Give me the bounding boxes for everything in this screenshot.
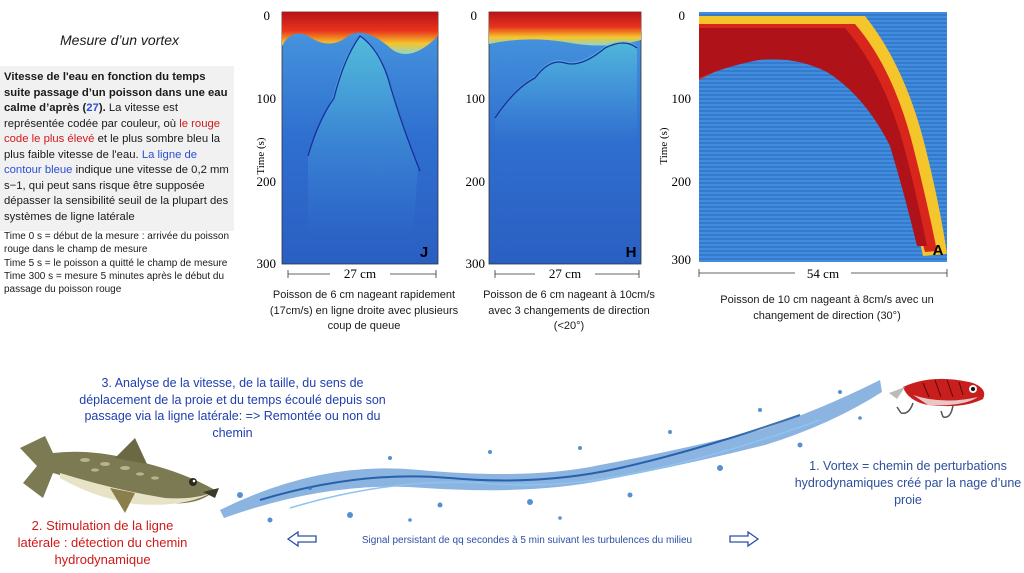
y-tick-300: 300 bbox=[672, 252, 692, 267]
analysis-text: 3. Analyse de la vitesse, de la taille, … bbox=[79, 376, 386, 440]
y-axis-label: Time (s) bbox=[658, 127, 670, 165]
heatmap-panel-j: Time (s) 0 100 200 300 J 27 cm bbox=[255, 8, 439, 281]
wake-zone bbox=[495, 41, 637, 146]
time-notes: Time 0 s = début de la mesure : arrivée … bbox=[4, 230, 236, 296]
y-tick-100: 100 bbox=[672, 91, 692, 106]
caption-panel-h: Poisson de 6 cm nageant à 10cm/s avec 3 … bbox=[483, 289, 655, 332]
explanation-red: le rouge code le plus élevé bbox=[4, 117, 221, 146]
y-tick-200: 200 bbox=[672, 174, 692, 189]
right-arrow-icon bbox=[729, 530, 760, 548]
y-tick-200: 200 bbox=[466, 174, 486, 189]
signal-text: Signal persistant de qq secondes à 5 min… bbox=[361, 535, 693, 546]
pike-fish-image bbox=[20, 436, 219, 513]
note-time-300: Time 300 s = mesure 5 minutes après le d… bbox=[4, 270, 225, 296]
explanation-text-3: indique une vitesse de 0,2 mm s−1, qui p… bbox=[4, 164, 229, 223]
water-trail-illustration bbox=[220, 380, 882, 523]
stimulation-text: 2. Stimulation de la ligne latérale : dé… bbox=[17, 518, 188, 567]
explanation-block: Vitesse de l'eau en fonction du temps su… bbox=[0, 66, 234, 231]
heatmap-panel-a: Time (s) 0 100 200 300 A 54 cm bbox=[658, 8, 948, 281]
red-lure-image bbox=[889, 378, 985, 418]
explanation-lead: Vitesse de l'eau en fonction du temps su… bbox=[4, 71, 228, 114]
reference-link[interactable]: 27 bbox=[86, 102, 99, 114]
explanation-text-1: La vitesse est représentée codée par cou… bbox=[4, 102, 180, 130]
heatmap-panel-h: 0 100 200 300 H 27 cm bbox=[466, 8, 642, 281]
y-tick-300: 300 bbox=[466, 256, 486, 271]
y-axis-label: Time (s) bbox=[255, 137, 267, 175]
note-time-0: Time 0 s = début de la mesure : arrivée … bbox=[4, 231, 230, 256]
x-axis-label: 54 cm bbox=[807, 266, 839, 281]
contour-line bbox=[307, 35, 421, 172]
high-velocity-zone bbox=[489, 12, 641, 46]
caption-panel-j: Poisson de 6 cm nageant rapidement (17cm… bbox=[269, 289, 459, 332]
explanation-lead-close: ). bbox=[98, 102, 106, 114]
panel-letter: H bbox=[626, 244, 637, 261]
contour-line bbox=[494, 42, 638, 119]
note-time-5: Time 5 s = le poisson a quitté le champ … bbox=[4, 257, 228, 269]
peak-velocity-zone bbox=[699, 28, 927, 246]
y-tick-0: 0 bbox=[471, 8, 478, 23]
x-axis-label: 27 cm bbox=[549, 266, 581, 281]
y-tick-100: 100 bbox=[257, 91, 277, 106]
y-tick-100: 100 bbox=[466, 91, 486, 106]
x-axis-label: 27 cm bbox=[344, 266, 376, 281]
high-velocity-zone bbox=[282, 12, 438, 54]
vortex-text: 1. Vortex = chemin de perturbations hydr… bbox=[794, 459, 1022, 507]
section-title: Mesure d’un vortex bbox=[60, 32, 180, 48]
caption-panel-a: Poisson de 10 cm nageant à 8cm/s avec un… bbox=[720, 294, 934, 322]
y-tick-200: 200 bbox=[257, 174, 277, 189]
explanation-text-2: et le plus sombre bleu la plus faible vi… bbox=[4, 133, 221, 161]
explanation-blue: La ligne de contour bleue bbox=[4, 148, 198, 177]
y-tick-0: 0 bbox=[679, 8, 686, 23]
left-arrow-icon bbox=[286, 530, 317, 548]
panel-letter: A bbox=[933, 242, 944, 259]
panel-letter: J bbox=[420, 244, 428, 261]
y-tick-300: 300 bbox=[257, 256, 277, 271]
y-tick-0: 0 bbox=[264, 8, 271, 23]
